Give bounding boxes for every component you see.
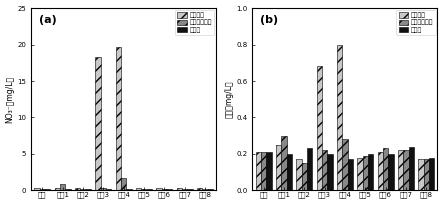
Bar bbox=[116, 47, 121, 191]
Bar bbox=[35, 187, 40, 191]
Bar bbox=[256, 152, 261, 191]
Bar bbox=[418, 160, 424, 191]
Bar bbox=[101, 187, 106, 191]
Bar bbox=[121, 178, 126, 191]
Bar bbox=[296, 160, 302, 191]
Bar bbox=[55, 188, 60, 191]
Bar bbox=[398, 150, 403, 191]
Bar bbox=[378, 152, 383, 191]
Bar bbox=[287, 154, 292, 191]
Bar bbox=[337, 44, 342, 191]
Bar bbox=[80, 189, 85, 191]
Bar bbox=[60, 184, 66, 191]
Bar bbox=[403, 150, 408, 191]
Bar bbox=[177, 188, 182, 191]
Bar bbox=[342, 139, 348, 191]
Bar bbox=[85, 189, 91, 191]
Bar bbox=[276, 145, 281, 191]
Bar bbox=[45, 189, 51, 191]
Bar bbox=[136, 188, 141, 191]
Bar bbox=[317, 67, 322, 191]
Bar bbox=[348, 160, 353, 191]
Bar bbox=[66, 189, 70, 191]
Bar bbox=[202, 189, 208, 191]
Bar bbox=[429, 158, 434, 191]
Bar bbox=[187, 189, 193, 191]
Bar bbox=[126, 189, 132, 191]
Bar bbox=[281, 136, 287, 191]
Text: (b): (b) bbox=[260, 15, 278, 25]
Bar bbox=[302, 163, 307, 191]
Bar bbox=[95, 57, 101, 191]
Bar bbox=[147, 189, 152, 191]
Text: (a): (a) bbox=[39, 15, 56, 25]
Y-axis label: NO₃⁻（mg/L）: NO₃⁻（mg/L） bbox=[6, 76, 15, 123]
Bar bbox=[75, 188, 80, 191]
Bar bbox=[266, 152, 272, 191]
Bar bbox=[388, 154, 393, 191]
Bar bbox=[167, 189, 172, 191]
Bar bbox=[106, 189, 111, 191]
Bar bbox=[383, 149, 388, 191]
Bar bbox=[322, 150, 327, 191]
Bar bbox=[363, 156, 368, 191]
Bar bbox=[141, 189, 147, 191]
Legend: 淡粉庨水, 改性淡粉庨水, 乙酸钓: 淡粉庨水, 改性淡粉庨水, 乙酸钓 bbox=[175, 10, 214, 35]
Bar bbox=[162, 189, 167, 191]
Y-axis label: 总磷（mg/L）: 总磷（mg/L） bbox=[225, 80, 233, 118]
Bar bbox=[156, 188, 162, 191]
Bar bbox=[327, 154, 333, 191]
Bar bbox=[261, 152, 266, 191]
Bar bbox=[408, 147, 414, 191]
Bar bbox=[182, 189, 187, 191]
Bar bbox=[368, 154, 373, 191]
Bar bbox=[424, 160, 429, 191]
Bar bbox=[197, 188, 202, 191]
Bar bbox=[208, 189, 213, 191]
Bar bbox=[40, 189, 45, 191]
Legend: 淡粉庨水, 改性淡粉庨水, 乙酸钓: 淡粉庨水, 改性淡粉庨水, 乙酸钓 bbox=[396, 10, 435, 35]
Bar bbox=[358, 158, 363, 191]
Bar bbox=[307, 149, 312, 191]
